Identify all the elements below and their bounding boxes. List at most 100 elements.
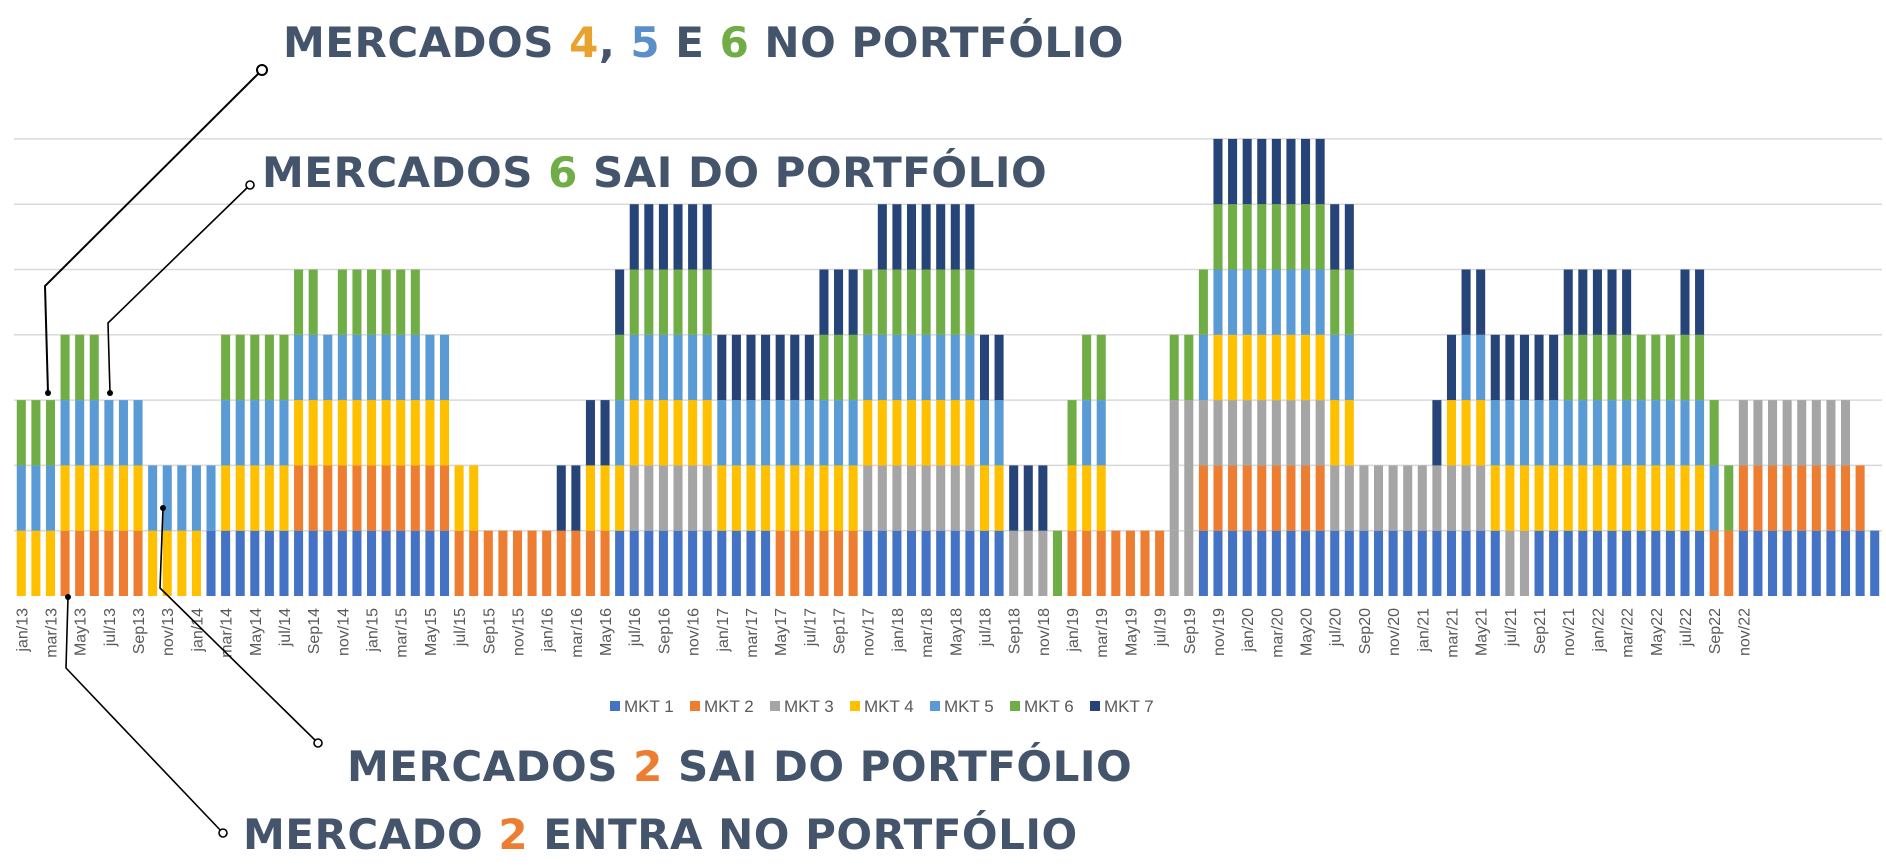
- bar-segment-mkt-7: [1534, 334, 1544, 401]
- bar-segment-mkt-5: [702, 334, 712, 401]
- bar-segment-mkt-4: [877, 400, 887, 466]
- bar-segment-mkt-2: [1242, 465, 1252, 531]
- bar-segment-mkt-4: [191, 530, 201, 596]
- bar-segment-mkt-2: [498, 530, 508, 596]
- bar-segment-mkt-4: [936, 400, 946, 466]
- x-tick-label: jul/13: [102, 608, 119, 647]
- bar-segment-mkt-4: [790, 465, 800, 531]
- bar-segment-mkt-5: [1301, 269, 1311, 335]
- bar-segment-mkt-5: [775, 400, 785, 466]
- leader-dot-2: [245, 180, 255, 190]
- bar-segment-mkt-6: [294, 269, 304, 335]
- bar-segment-mkt-1: [439, 530, 450, 596]
- bar-segment-mkt-2: [1257, 465, 1267, 531]
- legend-swatch: [930, 701, 940, 711]
- bar-segment-mkt-6: [848, 334, 858, 401]
- x-tick-label: mar/21: [1445, 608, 1462, 658]
- bar-segment-mkt-1: [294, 530, 304, 596]
- legend-swatch: [1010, 701, 1020, 711]
- bar-segment-mkt-6: [658, 269, 668, 335]
- bar-segment-mkt-6: [89, 334, 99, 401]
- bar-segment-mkt-7: [1563, 269, 1573, 335]
- bar-segment-mkt-5: [790, 400, 800, 466]
- bar-segment-mkt-5: [834, 400, 844, 466]
- bar-segment-mkt-2: [804, 530, 814, 596]
- legend-swatch: [690, 701, 700, 711]
- bar-segment-mkt-5: [425, 334, 435, 401]
- bar-segment-mkt-4: [177, 530, 187, 596]
- bar-segment-mkt-7: [790, 334, 800, 401]
- bar-segment-mkt-5: [89, 400, 99, 466]
- bar-segment-mkt-2: [848, 530, 858, 596]
- bar-segment-mkt-5: [673, 334, 683, 401]
- bar-segment-mkt-1: [1782, 530, 1792, 596]
- bar-segment-mkt-1: [1622, 530, 1632, 596]
- bar-segment-mkt-5: [1330, 334, 1340, 401]
- bar-segment-mkt-5: [1198, 334, 1208, 401]
- bar-segment-mkt-7: [775, 334, 785, 401]
- bar-segment-mkt-4: [1578, 465, 1588, 531]
- bar-segment-mkt-1: [1286, 530, 1296, 596]
- bar-segment-mkt-4: [921, 400, 931, 466]
- x-tick-label: mar/22: [1620, 608, 1637, 658]
- bar-segment-mkt-3: [1811, 400, 1821, 466]
- bar-segment-mkt-1: [658, 530, 668, 596]
- bar-segment-mkt-6: [921, 269, 931, 335]
- bar-segment-mkt-4: [1680, 465, 1690, 531]
- bar-segment-mkt-3: [1461, 465, 1471, 531]
- bar-segment-mkt-1: [221, 530, 231, 596]
- bar-segment-mkt-4: [337, 400, 347, 466]
- bar-segment-mkt-7: [834, 269, 844, 335]
- x-tick-label: jul/19: [1153, 608, 1170, 647]
- bar-segment-mkt-6: [16, 400, 26, 466]
- bar-segment-mkt-5: [1461, 334, 1471, 401]
- bar-segment-mkt-5: [206, 465, 216, 531]
- bar-segment-mkt-7: [921, 204, 931, 270]
- bar-segment-mkt-6: [950, 269, 960, 335]
- bar-segment-mkt-5: [994, 400, 1004, 466]
- bar-segment-mkt-1: [206, 530, 216, 596]
- bar-segment-mkt-2: [1782, 465, 1792, 531]
- bar-segment-mkt-1: [425, 530, 435, 596]
- x-tick-label: jul/22: [1678, 608, 1695, 647]
- bar-segment-mkt-3: [965, 465, 975, 531]
- bar-segment-mkt-5: [381, 334, 391, 401]
- bar-segment-mkt-6: [1315, 204, 1325, 270]
- annotation-text: ENTRA NO PORTFÓLIO: [528, 810, 1078, 859]
- bar-segment-mkt-7: [1461, 269, 1471, 335]
- bar-segment-mkt-1: [323, 530, 333, 596]
- x-tick-label: nov/15: [511, 608, 528, 656]
- bar-segment-mkt-5: [892, 334, 902, 401]
- bar-segment-mkt-1: [235, 530, 245, 596]
- bar-segment-mkt-3: [658, 465, 668, 531]
- bar-segment-mkt-4: [352, 400, 362, 466]
- bar-segment-mkt-2: [1111, 530, 1121, 596]
- bar-segment-mkt-3: [702, 465, 712, 531]
- bar-segment-mkt-2: [775, 530, 785, 596]
- bar-segment-mkt-4: [264, 465, 274, 531]
- bar-segment-mkt-1: [673, 530, 683, 596]
- bar-segment-mkt-4: [688, 400, 698, 466]
- bar-segment-mkt-6: [615, 334, 625, 401]
- bar-segment-mkt-1: [1695, 530, 1705, 596]
- bar-segment-mkt-4: [60, 465, 70, 531]
- bar-segment-mkt-1: [1271, 530, 1281, 596]
- bar-segment-mkt-5: [191, 465, 201, 531]
- bar-segment-mkt-7: [761, 334, 771, 401]
- bar-segment-mkt-7: [877, 204, 887, 270]
- bar-segment-mkt-5: [235, 400, 245, 466]
- bar-segment-mkt-2: [571, 530, 581, 596]
- bar-segment-mkt-4: [1476, 400, 1486, 466]
- bar-segment-mkt-7: [1023, 465, 1033, 531]
- bar-segment-mkt-4: [45, 530, 56, 596]
- bar-segment-mkt-7: [936, 204, 946, 270]
- bar-segment-mkt-6: [936, 269, 946, 335]
- leader-line-4: [65, 596, 224, 834]
- bar-segment-mkt-3: [950, 465, 960, 531]
- leader-end-4: [65, 594, 71, 600]
- bar-segment-mkt-3: [1301, 400, 1311, 466]
- bar-segment-mkt-4: [104, 465, 114, 531]
- bar-segment-mkt-1: [906, 530, 917, 596]
- bar-segment-mkt-6: [410, 269, 420, 335]
- leader-dot-4: [218, 828, 228, 838]
